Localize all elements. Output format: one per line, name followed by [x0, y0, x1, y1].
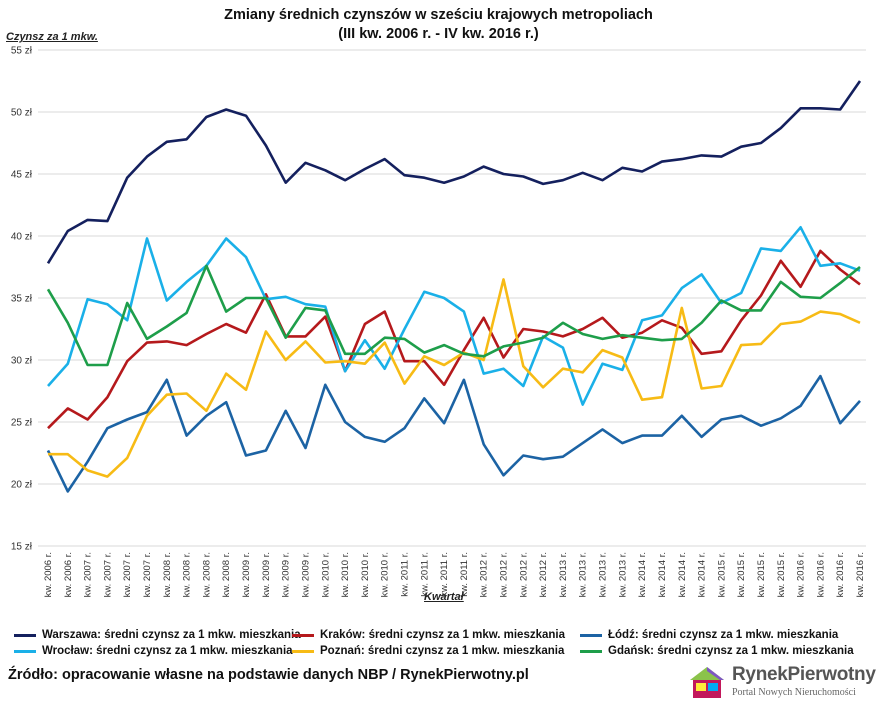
legend-item-wroclaw: Wrocław: średni czynsz za 1 mkw. mieszka…	[14, 645, 293, 657]
x-tick-label: III kw. 2013 r.	[598, 552, 609, 600]
x-tick-label: II kw. 2014 r.	[657, 552, 668, 600]
x-tick-label: IV kw. 2006 r.	[63, 552, 74, 600]
x-tick-label: I kw. 2010 r.	[320, 552, 331, 600]
legend-swatch-gdansk	[580, 649, 602, 653]
legend-item-poznan: Poznań: średni czynsz za 1 mkw. mieszkan…	[292, 645, 564, 657]
legend-label-gdansk: Gdańsk: średni czynsz za 1 mkw. mieszkan…	[608, 645, 854, 657]
x-tick-label: III kw. 2015 r.	[756, 552, 767, 600]
series-line	[48, 278, 861, 478]
x-tick-label: II kw. 2013 r.	[578, 552, 589, 600]
house-logo-icon	[690, 667, 724, 698]
chart-subtitle: (III kw. 2006 r. - IV kw. 2016 r.)	[338, 26, 539, 42]
legend-swatch-poznan	[292, 649, 314, 653]
x-tick-label: II kw. 2012 r.	[499, 552, 510, 600]
x-tick-label: III kw. 2010 r.	[360, 552, 371, 600]
x-tick-label: I kw. 2013 r.	[558, 552, 569, 600]
legend-label-lodz: Łódź: średni czynsz za 1 mkw. mieszkania	[608, 629, 839, 641]
x-tick-label: IV kw. 2008 r.	[221, 552, 232, 600]
logo-tagline: Portal Nowych Nieruchomości	[732, 687, 856, 698]
y-tick-label: 30 zł	[11, 356, 33, 367]
x-tick-label: III kw. 2009 r.	[281, 552, 292, 600]
legend-item-krakow: Kraków: średni czynsz za 1 mkw. mieszkan…	[292, 629, 565, 641]
y-tick-label: 15 zł	[11, 542, 33, 553]
logo-name: RynekPierwotny	[732, 664, 876, 685]
x-tick-label: IV kw. 2013 r.	[617, 552, 628, 600]
x-tick-label: II kw. 2011 r.	[419, 552, 430, 600]
x-tick-label: I kw. 2008 r.	[162, 552, 173, 600]
series-line	[46, 264, 861, 367]
legend-item-gdansk: Gdańsk: średni czynsz za 1 mkw. mieszkan…	[580, 645, 854, 657]
x-axis-ticks: III kw. 2006 r. IV kw. 2006 r. I kw. 2007 …	[43, 552, 866, 600]
series-line	[46, 80, 862, 264]
legend-swatch-krakow	[292, 633, 314, 637]
rynekpierwotny-logo: RynekPierwotny Portal Nowych Nieruchomoś…	[686, 662, 876, 702]
y-tick-label: 25 zł	[11, 418, 33, 429]
legend-item-warszawa: Warszawa: średni czynsz za 1 mkw. mieszk…	[14, 629, 301, 641]
y-tick-label: 40 zł	[11, 232, 33, 243]
x-tick-label: II kw. 2008 r.	[182, 552, 193, 600]
line-chart: 15 zł 20 zł 25 zł 30 zł 35 zł 40 zł 45 zł 50 zł…	[11, 46, 866, 600]
source-note: Źródło: opracowanie własne na podstawie …	[8, 667, 529, 683]
x-tick-label: II kw. 2007 r.	[102, 552, 113, 600]
x-axis-label: Kwartał	[424, 591, 464, 603]
legend-item-lodz: Łódź: średni czynsz za 1 mkw. mieszkania	[580, 629, 838, 641]
x-tick-label: III kw. 2007 r.	[122, 552, 133, 600]
legend-label-krakow: Kraków: średni czynsz za 1 mkw. mieszkan…	[320, 629, 566, 641]
x-tick-label: III kw. 2006 r.	[43, 552, 54, 600]
series-line	[46, 374, 861, 493]
x-tick-label: I kw. 2011 r.	[399, 552, 410, 600]
x-tick-label: IV kw. 2012 r.	[538, 552, 549, 600]
x-tick-label: I kw. 2016 r.	[796, 552, 807, 600]
x-tick-label: III kw. 2012 r.	[518, 552, 529, 600]
legend-label-poznan: Poznań: średni czynsz za 1 mkw. mieszkan…	[320, 645, 565, 657]
x-tick-label: II kw. 2010 r.	[340, 552, 351, 600]
x-tick-label: IV kw. 2014 r.	[697, 552, 708, 600]
legend-swatch-wroclaw	[14, 649, 36, 653]
x-tick-label: III kw. 2014 r.	[677, 552, 688, 600]
x-tick-label: I kw. 2012 r.	[479, 552, 490, 600]
x-tick-label: IV kw. 2009 r.	[300, 552, 311, 600]
legend-label-warszawa: Warszawa: średni czynsz za 1 mkw. mieszk…	[42, 629, 301, 641]
y-axis-ticks: 15 zł 20 zł 25 zł 30 zł 35 zł 40 zł 45 zł 50 zł…	[11, 46, 33, 553]
x-tick-label: IV kw. 2007 r.	[142, 552, 153, 600]
series-line	[47, 249, 861, 430]
x-tick-label: III kw. 2011 r.	[439, 552, 450, 600]
y-tick-label: 55 zł	[11, 46, 33, 57]
chart-title: Zmiany średnich czynszów w sześciu krajo…	[224, 7, 653, 23]
x-tick-label: I kw. 2015 r.	[716, 552, 727, 600]
legend-swatch-lodz	[580, 633, 602, 637]
x-tick-label: I kw. 2007 r.	[83, 552, 94, 600]
legend-label-wroclaw: Wrocław: średni czynsz za 1 mkw. mieszka…	[42, 645, 293, 657]
y-tick-label: 45 zł	[11, 170, 33, 181]
legend-swatch-warszawa	[14, 633, 36, 637]
series-line	[47, 226, 861, 406]
y-tick-label: 50 zł	[11, 108, 33, 119]
y-tick-label: 20 zł	[11, 480, 33, 491]
x-tick-label: III kw. 2016 r.	[835, 552, 846, 600]
x-tick-label: III kw. 2008 r.	[201, 552, 212, 600]
series-lines	[46, 80, 862, 493]
y-axis-label: Czynsz za 1 mkw.	[6, 31, 98, 43]
y-tick-label: 35 zł	[11, 294, 33, 305]
x-tick-label: IV kw. 2016 r.	[855, 552, 866, 600]
x-tick-label: II kw. 2009 r.	[261, 552, 272, 600]
x-tick-label: IV kw. 2010 r.	[380, 552, 391, 600]
x-tick-label: II kw. 2015 r.	[736, 552, 747, 600]
x-tick-label: I kw. 2014 r.	[637, 552, 648, 600]
x-tick-label: IV kw. 2015 r.	[776, 552, 787, 600]
x-tick-label: II kw. 2016 r.	[815, 552, 826, 600]
grid-lines	[38, 49, 866, 547]
x-tick-label: IV kw. 2011 r.	[459, 552, 470, 600]
x-tick-label: I kw. 2009 r.	[241, 552, 252, 600]
